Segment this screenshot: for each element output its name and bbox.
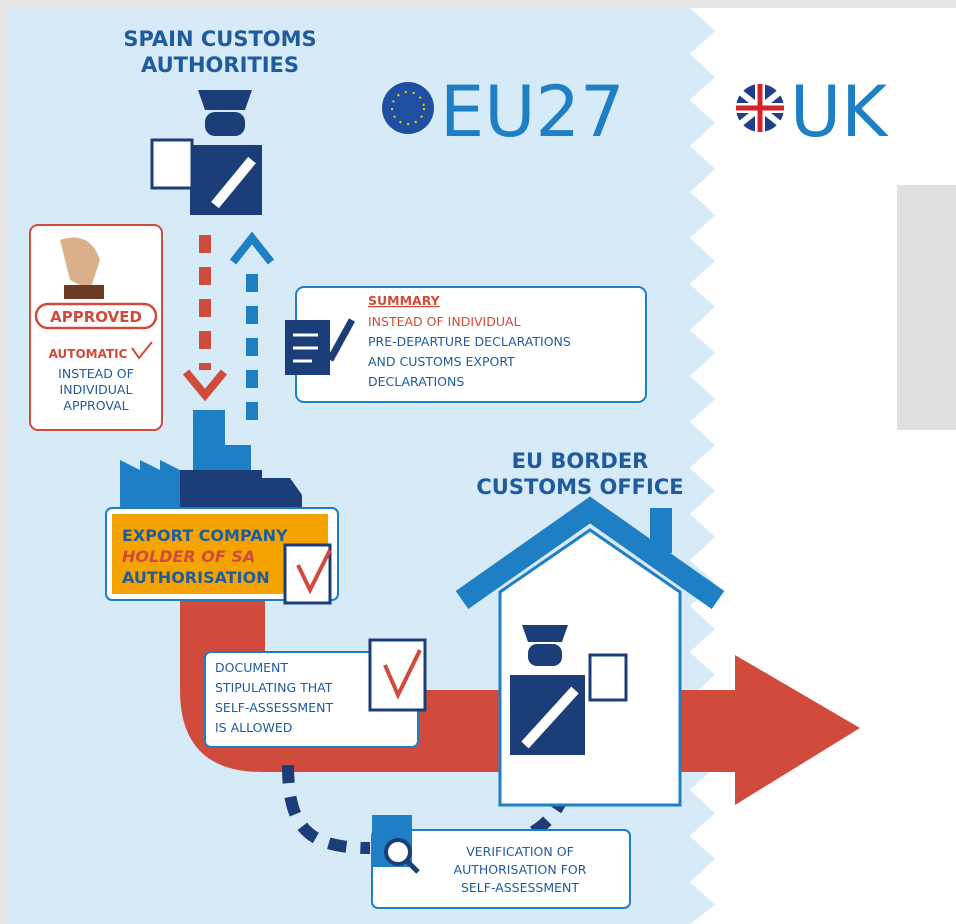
- summary-line: DECLARATIONS: [368, 374, 464, 389]
- eu-flag: [382, 82, 434, 134]
- authority: SPAIN CUSTOMS: [123, 27, 316, 51]
- uk-label: UK: [790, 71, 889, 153]
- uk-flag-cross: [736, 84, 784, 132]
- dashed-path: [282, 764, 371, 854]
- chimney: [650, 508, 672, 553]
- document-line: DOCUMENT: [215, 660, 288, 675]
- check: [131, 341, 153, 360]
- check: [296, 549, 332, 595]
- arrow-head: [229, 231, 275, 265]
- pen-icon: [326, 318, 356, 362]
- hand-icon: [60, 237, 100, 290]
- document-line: STIPULATING THAT: [215, 680, 333, 695]
- checklist-icon: [368, 638, 427, 712]
- company-line: AUTHORISATION: [122, 568, 270, 587]
- summary-line: PRE-DEPARTURE DECLARATIONS: [368, 334, 571, 349]
- checklist-icon: [283, 543, 332, 605]
- company-line: EXPORT COMPANY: [122, 526, 288, 545]
- roof: [455, 496, 725, 609]
- verification-line: AUTHORISATION FOR: [454, 862, 587, 877]
- clipboard: [150, 138, 194, 190]
- company-line: HOLDER OF SA: [122, 547, 255, 566]
- magnifier: [384, 838, 412, 866]
- authority: AUTHORITIES: [141, 53, 299, 77]
- officer-sash: [211, 156, 256, 209]
- border-office: EU BORDER: [512, 449, 649, 473]
- verification-line: SELF-ASSESSMENT: [461, 880, 579, 895]
- summary-line: INSTEAD OF INDIVIDUAL: [368, 314, 521, 329]
- automatic: AUTOMATIC: [49, 347, 128, 361]
- magnifier-handle: [405, 859, 420, 874]
- verification-line: VERIFICATION OF: [466, 844, 574, 859]
- verification-box: [371, 829, 631, 909]
- factory-icon: [120, 410, 251, 510]
- document-line: IS ALLOWED: [215, 720, 292, 735]
- flow-arrow: [735, 655, 860, 805]
- approval-note: APPROVAL: [63, 398, 128, 413]
- stamp-frame: [34, 302, 158, 330]
- arrow-head: [182, 369, 228, 402]
- check: [383, 649, 422, 700]
- border-office: CUSTOMS OFFICE: [476, 475, 683, 499]
- document-lines: [293, 333, 318, 363]
- stamp-icon: [64, 285, 104, 299]
- eu-stars: [391, 91, 425, 125]
- gray-panel: [897, 185, 956, 430]
- clipboard: [588, 653, 628, 702]
- stamp-text: APPROVED: [50, 308, 142, 326]
- summary-line: AND CUSTOMS EXPORT: [368, 354, 515, 369]
- approval-note: INDIVIDUAL: [60, 382, 133, 397]
- summary-title: SUMMARY: [368, 293, 441, 308]
- truck-icon: [180, 470, 262, 510]
- eu-label: EU27: [440, 71, 625, 153]
- truck-cab: [262, 478, 302, 510]
- approval-note: INSTEAD OF: [58, 366, 134, 381]
- document-line: SELF-ASSESSMENT: [215, 700, 333, 715]
- officer-sash: [521, 686, 579, 749]
